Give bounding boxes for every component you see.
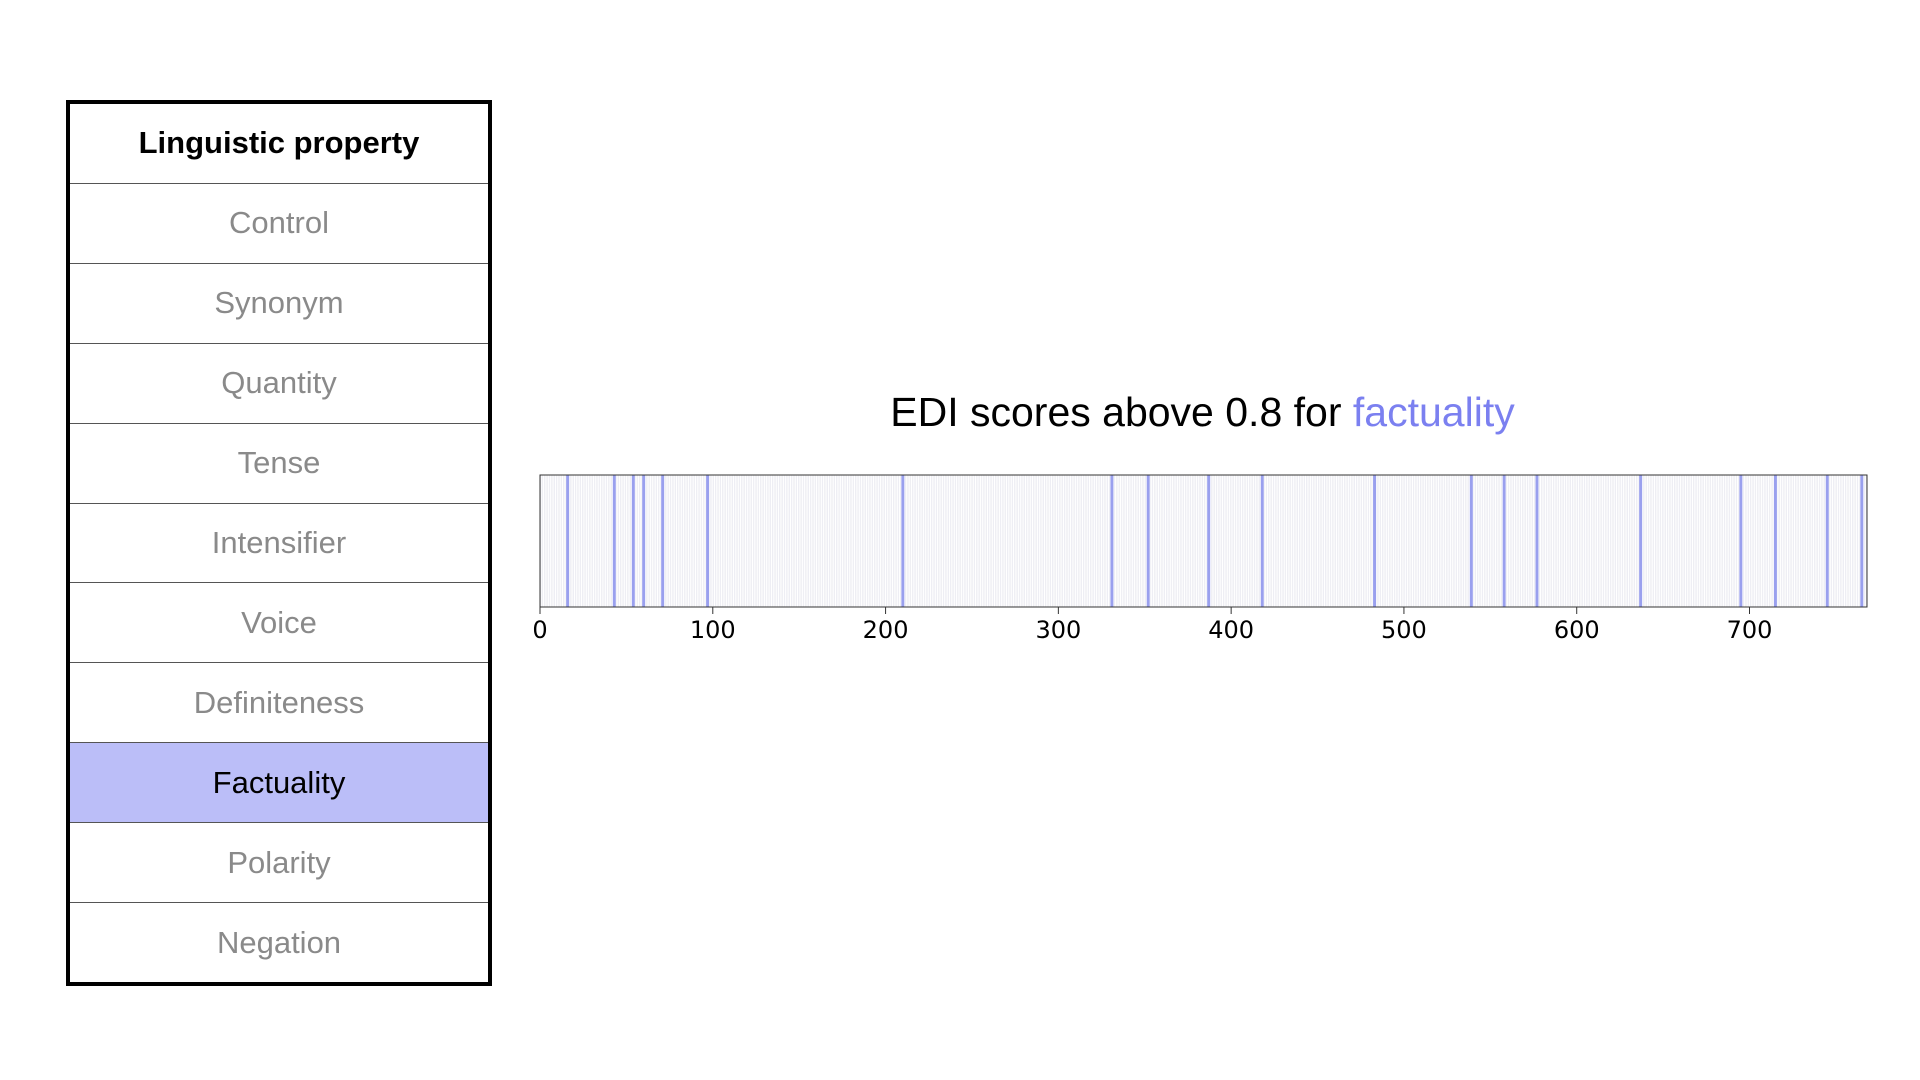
property-row-tense[interactable]: Tense <box>70 422 488 503</box>
property-row-intensifier[interactable]: Intensifier <box>70 502 488 583</box>
background-lines <box>540 475 1867 607</box>
chart-title-highlight: factuality <box>1352 389 1515 435</box>
property-row-negation[interactable]: Negation <box>70 902 488 982</box>
property-row-definiteness[interactable]: Definiteness <box>70 662 488 742</box>
x-tick-label: 600 <box>1554 616 1600 644</box>
x-tick-label: 200 <box>863 616 909 644</box>
property-row-quantity[interactable]: Quantity <box>70 342 488 423</box>
property-row-voice[interactable]: Voice <box>70 582 488 662</box>
edi-strip-chart: 0 100 200 300 400 500 600 700 <box>532 474 1868 644</box>
x-tick-label: 300 <box>1035 616 1081 644</box>
chart-title: EDI scores above 0.8 for factuality <box>540 389 1865 436</box>
plot-frame <box>539 474 1868 608</box>
property-row-polarity[interactable]: Polarity <box>70 822 488 902</box>
x-axis: 0 100 200 300 400 500 600 700 <box>532 607 1772 644</box>
x-tick-label: 400 <box>1208 616 1254 644</box>
property-table-header: Linguistic property <box>138 125 420 161</box>
property-table: Linguistic property Control Synonym Quan… <box>66 100 492 986</box>
x-tick-label: 700 <box>1727 616 1773 644</box>
x-tick-label: 0 <box>532 616 547 644</box>
property-row-synonym[interactable]: Synonym <box>70 262 488 343</box>
x-tick-label: 100 <box>690 616 736 644</box>
property-row-factuality[interactable]: Factuality <box>70 742 488 823</box>
chart-title-text: EDI scores above 0.8 for <box>890 389 1342 435</box>
edi-lines <box>566 475 1864 607</box>
x-tick-label: 500 <box>1381 616 1427 644</box>
property-row-control[interactable]: Control <box>70 182 488 263</box>
